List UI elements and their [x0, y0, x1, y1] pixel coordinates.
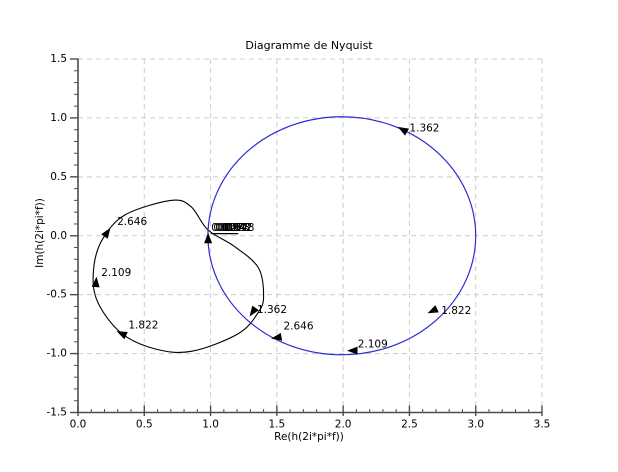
axes: [70, 58, 543, 416]
direction-arrow-icon: [91, 276, 100, 288]
y-tick-label: -1.0: [47, 348, 68, 360]
y-tick-label: 0.5: [50, 171, 67, 183]
freq-label-nyquist-black-loop: 2.646: [117, 216, 147, 228]
freq-label-nyquist-blue-circle: 2.109: [358, 339, 388, 351]
direction-arrow-icon: [204, 232, 213, 244]
gridlines: [78, 58, 543, 413]
x-tick-label: 2.5: [401, 419, 418, 431]
freq-label-nyquist-black-loop: 1.822: [128, 319, 158, 331]
cluster-freq-label: 0.010: [211, 222, 241, 234]
direction-arrow-icon: [249, 305, 259, 317]
nyquist-black-loop: [92, 199, 265, 353]
cluster-freq-label: 0.047: [213, 222, 243, 234]
y-axis-label: Im(h(2i*pi*f)): [34, 198, 46, 268]
direction-arrow-icon: [427, 305, 439, 314]
direction-arrow-icon: [347, 346, 358, 355]
freq-label-nyquist-blue-circle: 1.822: [441, 305, 471, 317]
x-tick-label: 2.0: [335, 419, 352, 431]
tick-labels: 0.0 0.5 1.0 1.5 2.0 2.5 3.0 3.5 -1.5 -1.0 -0.5 0.0 0…: [47, 53, 551, 431]
y-tick-label: 0.0: [50, 230, 67, 242]
freq-label-nyquist-black-loop: 2.109: [101, 267, 131, 279]
x-tick-label: 1.0: [202, 419, 219, 431]
x-tick-label: 3.5: [534, 419, 551, 431]
y-tick-label: 1.0: [50, 112, 67, 124]
direction-arrow-icon: [397, 126, 409, 136]
y-tick-label: 1.5: [50, 53, 67, 65]
direction-arrow-icon: [116, 331, 128, 340]
direction-arrow-icon: [101, 227, 111, 239]
cluster-freq-label: 0.094: [216, 222, 246, 234]
cluster-freq-label: 0.152: [218, 222, 248, 234]
y-tick-label: -1.5: [47, 407, 68, 419]
freq-label-nyquist-blue-circle: 1.362: [409, 123, 439, 135]
x-tick-label: 0.5: [136, 419, 153, 431]
x-tick-label: 0.0: [70, 419, 87, 431]
x-axis-label: Re(h(2i*pi*f)): [274, 431, 344, 443]
cluster-freq-label: 0.748: [224, 222, 254, 234]
x-tick-label: 3.0: [467, 419, 484, 431]
y-tick-label: -0.5: [47, 289, 68, 301]
chart-title: Diagramme de Nyquist: [245, 39, 373, 52]
x-tick-label: 1.5: [269, 419, 286, 431]
direction-arrow-icon: [271, 332, 283, 341]
cluster-freq-label: 0.342: [222, 222, 252, 234]
freq-label-nyquist-blue-circle: 2.646: [283, 320, 313, 332]
freq-label-nyquist-black-loop: 1.362: [257, 304, 287, 316]
cluster-freq-label: 0.228: [220, 222, 250, 234]
frequency-labels: 1.362 1.822 2.109 2.646 1.362 1.822 2.109 2.646: [91, 123, 471, 355]
